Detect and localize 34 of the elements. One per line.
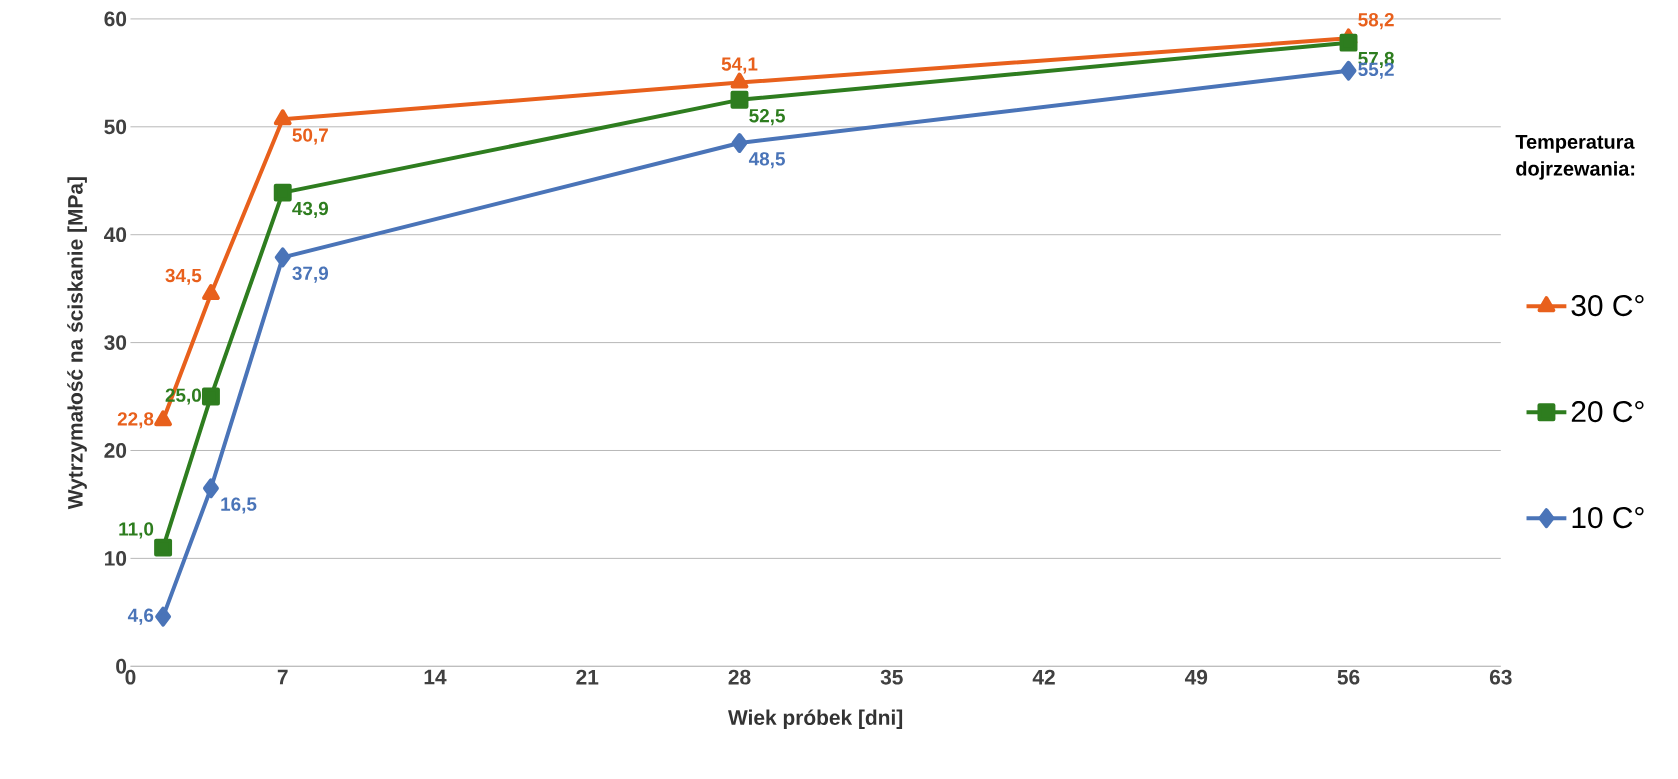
x-tick-label: 42 <box>1032 669 1055 685</box>
data-label: 58,2 <box>1358 13 1394 30</box>
x-tick-label: 56 <box>1337 669 1360 685</box>
y-tick-label: 10 <box>105 551 127 566</box>
x-tick-label: 21 <box>576 669 599 685</box>
y-tick-label: 30 <box>104 335 127 351</box>
data-label: 4,6 <box>127 608 154 625</box>
data-label: 52,5 <box>749 109 785 126</box>
data-label: 37,9 <box>292 266 329 283</box>
x-tick-label: 63 <box>1489 669 1512 685</box>
data-label: 16,5 <box>221 497 257 514</box>
y-tick-label: 60 <box>104 11 127 27</box>
y-tick-label: 50 <box>104 119 127 135</box>
data-label: 54,1 <box>721 57 758 74</box>
x-tick-label: 28 <box>728 669 751 685</box>
y-tick-label: 20 <box>104 443 127 458</box>
x-axis-title: Wiek próbek [dni] <box>728 709 903 730</box>
legend-title: Temperatura dojrzewania: <box>1515 135 1635 180</box>
legend-label: 20 C° <box>1571 401 1644 423</box>
data-label: 43,9 <box>292 201 329 219</box>
x-tick-label: 49 <box>1184 669 1208 685</box>
legend-label: 30 C° <box>1571 295 1644 317</box>
data-label: 22,8 <box>117 412 154 429</box>
data-label: 50,7 <box>292 128 328 145</box>
x-tick-label: 14 <box>424 669 447 685</box>
data-label: 11,0 <box>119 522 154 539</box>
x-tick-label: 7 <box>277 669 288 685</box>
y-axis-title: Wytrzymałość na ściskanie [MPa] <box>67 177 87 510</box>
y-tick-label: 40 <box>104 227 127 243</box>
x-tick-label: 35 <box>880 669 903 685</box>
data-label: 34,5 <box>165 268 202 285</box>
legend-label: 10 C° <box>1572 507 1644 529</box>
data-label: 48,5 <box>748 152 785 169</box>
y-tick-label: 0 <box>116 658 127 674</box>
